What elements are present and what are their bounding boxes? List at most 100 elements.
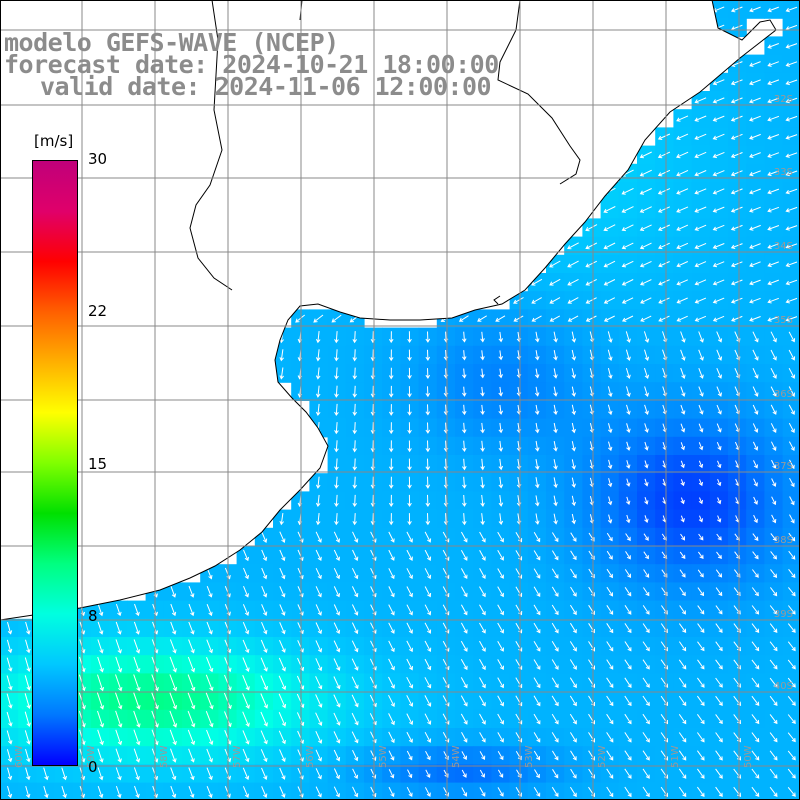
wind-arrow (770, 367, 777, 379)
wind-arrow (752, 367, 759, 379)
wind-arrow (789, 496, 795, 506)
wind-arrow (569, 732, 577, 743)
wind-arrow (603, 242, 616, 250)
wind-arrow (279, 367, 284, 380)
wind-arrow (352, 385, 358, 398)
wind-arrow (497, 769, 504, 778)
wind-arrow (352, 331, 358, 344)
wind-arrow (261, 786, 268, 798)
wind-arrow (333, 622, 341, 635)
wind-arrow (352, 403, 358, 417)
wind-arrow (551, 677, 559, 689)
wind-arrow (607, 441, 613, 452)
wind-arrow (242, 786, 249, 798)
wind-arrow (717, 479, 722, 487)
latitude-label: 38S (774, 535, 793, 546)
wind-arrow (460, 604, 468, 616)
wind-arrow (553, 495, 558, 507)
wind-arrow (278, 712, 287, 727)
wind-arrow (315, 658, 323, 672)
wind-arrow (606, 695, 614, 707)
wind-arrow (515, 568, 523, 579)
wind-arrow (607, 367, 613, 380)
wind-arrow (424, 568, 432, 580)
wind-arrow (787, 786, 796, 797)
wind-arrow (498, 440, 504, 452)
wind-arrow (621, 260, 634, 268)
wind-arrow (567, 242, 579, 250)
wind-arrow (479, 568, 486, 580)
wind-arrow (315, 331, 321, 344)
wind-arrow (769, 695, 778, 706)
wind-arrow (621, 242, 634, 250)
wind-arrow (787, 695, 796, 706)
wind-arrow (639, 242, 652, 250)
wind-arrow (712, 170, 725, 177)
wind-arrow (334, 513, 339, 526)
wind-arrow (352, 440, 358, 453)
wind-arrow (749, 224, 761, 231)
wind-arrow (642, 605, 650, 615)
wind-arrow (642, 786, 650, 798)
wind-arrow (531, 297, 542, 304)
wind-arrow (606, 568, 613, 579)
wind-arrow (751, 732, 760, 743)
wind-arrow (424, 640, 432, 653)
wind-arrow (534, 404, 540, 416)
wind-arrow (626, 423, 631, 433)
wind-arrow (461, 787, 468, 797)
wind-arrow (115, 785, 122, 799)
wind-arrow (480, 494, 485, 507)
wind-arrow (533, 659, 541, 670)
wind-arrow (585, 297, 597, 304)
valid-date: valid date: 2024-11-06 12:00:00 (40, 72, 492, 101)
wind-arrow (406, 676, 414, 689)
wind-arrow (533, 586, 541, 597)
wind-arrow (680, 442, 686, 451)
wind-arrow (407, 513, 412, 526)
wind-arrow (169, 674, 178, 692)
wind-arrow (406, 731, 413, 743)
wind-arrow (480, 513, 485, 526)
wind-arrow (479, 531, 486, 543)
wind-arrow (788, 605, 796, 615)
wind-arrow (698, 533, 704, 541)
wind-arrow (679, 587, 686, 597)
wind-arrow (460, 659, 468, 671)
wind-arrow (679, 551, 686, 560)
wind-arrow (712, 188, 725, 195)
wind-arrow (751, 768, 760, 779)
wind-arrow (621, 206, 634, 213)
wind-arrow (553, 422, 558, 434)
wind-arrow (462, 350, 467, 361)
wind-arrow (406, 695, 414, 707)
wind-arrow (205, 674, 214, 692)
wind-arrow (97, 748, 104, 763)
wind-arrow (315, 349, 321, 362)
wind-arrow (769, 677, 778, 688)
wind-arrow (570, 532, 577, 542)
colorbar-tick: 0 (88, 758, 98, 776)
wind-arrow (642, 732, 650, 743)
wind-arrow (479, 751, 486, 760)
wind-arrow (188, 585, 195, 598)
wind-arrow (752, 441, 759, 451)
wind-arrow (61, 767, 67, 781)
wind-arrow (607, 496, 613, 506)
wind-arrow (24, 711, 31, 727)
wind-arrow (753, 478, 758, 487)
wind-arrow (187, 692, 196, 710)
wind-arrow (624, 768, 632, 779)
wind-arrow (769, 623, 778, 633)
wind-arrow (460, 677, 468, 689)
wind-arrow (676, 169, 689, 177)
wind-arrow (785, 115, 798, 122)
wind-arrow (406, 750, 413, 761)
wind-arrow (767, 79, 780, 86)
wind-arrow (462, 458, 467, 471)
wind-arrow (657, 169, 671, 177)
longitude-label: 60W (14, 745, 25, 768)
wind-arrow (133, 710, 141, 728)
wind-arrow (624, 695, 632, 707)
wind-arrow (260, 657, 268, 672)
